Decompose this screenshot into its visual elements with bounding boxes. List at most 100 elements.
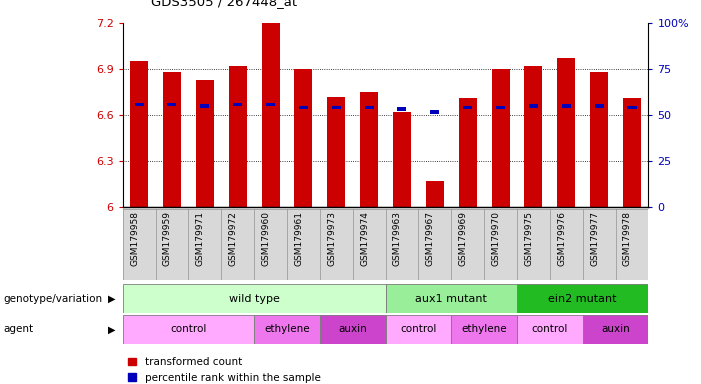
Bar xyxy=(386,284,517,313)
Bar xyxy=(123,315,254,344)
Bar xyxy=(623,98,641,207)
Text: GSM179978: GSM179978 xyxy=(623,212,632,266)
Bar xyxy=(517,315,583,344)
Bar xyxy=(430,111,440,114)
Bar xyxy=(327,97,346,207)
Bar xyxy=(583,315,648,344)
Bar xyxy=(320,315,386,344)
Text: ethylene: ethylene xyxy=(461,324,507,334)
Bar xyxy=(222,209,254,280)
Bar xyxy=(135,103,144,106)
Bar xyxy=(386,209,418,280)
Text: agent: agent xyxy=(4,324,34,334)
Text: auxin: auxin xyxy=(339,324,367,334)
Bar xyxy=(163,72,181,207)
Bar xyxy=(583,209,615,280)
Bar xyxy=(320,315,386,344)
Text: GSM179977: GSM179977 xyxy=(590,212,599,266)
Bar xyxy=(451,315,517,344)
Bar xyxy=(491,69,510,207)
Bar xyxy=(156,209,189,280)
Bar xyxy=(229,66,247,207)
Bar xyxy=(418,209,451,280)
Bar xyxy=(517,209,550,280)
Text: GSM179967: GSM179967 xyxy=(426,212,435,266)
Text: GSM179970: GSM179970 xyxy=(491,212,501,266)
Bar xyxy=(386,315,451,344)
Text: GSM179963: GSM179963 xyxy=(393,212,402,266)
Bar xyxy=(299,106,308,109)
Text: auxin: auxin xyxy=(601,324,630,334)
Text: GSM179958: GSM179958 xyxy=(130,212,139,266)
Bar xyxy=(627,106,637,109)
Text: ▶: ▶ xyxy=(108,324,116,334)
Bar xyxy=(517,284,648,313)
Text: wild type: wild type xyxy=(229,293,280,304)
Bar xyxy=(386,315,451,344)
Text: GSM179973: GSM179973 xyxy=(327,212,336,266)
Bar xyxy=(287,209,320,280)
Bar xyxy=(123,284,386,313)
Bar xyxy=(200,104,210,108)
Bar xyxy=(484,209,517,280)
Bar xyxy=(189,209,222,280)
Bar xyxy=(365,106,374,109)
Bar xyxy=(332,106,341,109)
Bar xyxy=(524,66,543,207)
Text: GSM179976: GSM179976 xyxy=(557,212,566,266)
Bar xyxy=(233,103,243,106)
Bar xyxy=(557,58,576,207)
Text: genotype/variation: genotype/variation xyxy=(4,293,102,304)
Bar xyxy=(517,284,648,313)
Bar xyxy=(123,284,386,313)
Text: ethylene: ethylene xyxy=(264,324,310,334)
Bar xyxy=(266,103,275,106)
Text: aux1 mutant: aux1 mutant xyxy=(415,293,487,304)
Text: control: control xyxy=(400,324,437,334)
Bar xyxy=(168,103,177,106)
Text: GSM179974: GSM179974 xyxy=(360,212,369,266)
Bar xyxy=(393,112,411,207)
Bar xyxy=(594,104,604,108)
Bar xyxy=(496,106,505,109)
Bar xyxy=(615,209,648,280)
Bar xyxy=(254,315,320,344)
Bar xyxy=(353,209,386,280)
Text: GSM179961: GSM179961 xyxy=(294,212,304,266)
Bar xyxy=(550,209,583,280)
Text: ▶: ▶ xyxy=(108,293,116,304)
Bar xyxy=(123,315,254,344)
Bar xyxy=(130,61,148,207)
Text: ein2 mutant: ein2 mutant xyxy=(548,293,617,304)
Text: GSM179960: GSM179960 xyxy=(261,212,271,266)
Bar xyxy=(562,104,571,108)
Bar xyxy=(451,315,517,344)
Bar xyxy=(254,315,320,344)
Text: control: control xyxy=(170,324,207,334)
Text: GSM179975: GSM179975 xyxy=(524,212,533,266)
Bar xyxy=(397,108,407,111)
Bar xyxy=(254,209,287,280)
Bar xyxy=(360,92,378,207)
Bar xyxy=(320,209,353,280)
Text: GSM179959: GSM179959 xyxy=(163,212,172,266)
Bar xyxy=(386,284,517,313)
Bar xyxy=(261,23,280,207)
Text: control: control xyxy=(531,324,568,334)
Bar xyxy=(123,209,156,280)
Bar xyxy=(463,106,472,109)
Text: GSM179969: GSM179969 xyxy=(458,212,468,266)
Bar xyxy=(458,98,477,207)
Bar xyxy=(590,72,608,207)
Legend: transformed count, percentile rank within the sample: transformed count, percentile rank withi… xyxy=(128,358,320,382)
Bar xyxy=(426,181,444,207)
Text: GSM179972: GSM179972 xyxy=(229,212,238,266)
Text: GDS3505 / 267448_at: GDS3505 / 267448_at xyxy=(151,0,297,8)
Bar xyxy=(517,315,583,344)
Text: GSM179971: GSM179971 xyxy=(196,212,205,266)
Bar xyxy=(196,80,214,207)
Bar xyxy=(451,209,484,280)
Bar xyxy=(294,69,313,207)
Bar xyxy=(583,315,648,344)
Bar xyxy=(529,104,538,108)
